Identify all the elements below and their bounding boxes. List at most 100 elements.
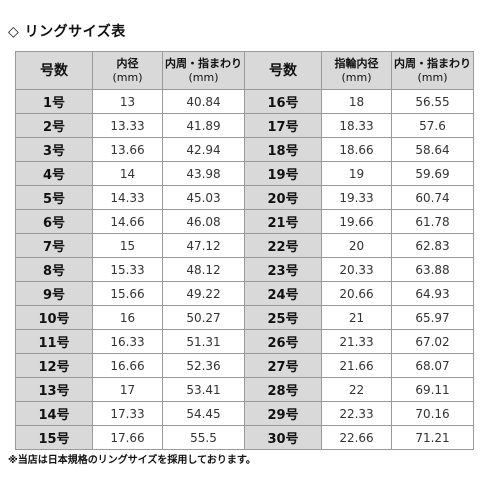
circumference-cell: 67.02 bbox=[391, 329, 474, 354]
header-circumference-right: 内周・指まわり (mm) bbox=[391, 51, 474, 90]
circumference-cell: 49.22 bbox=[162, 281, 245, 306]
header-circumference-label: 内周・指まわり bbox=[394, 56, 471, 70]
diameter-cell: 22.33 bbox=[321, 401, 392, 426]
circumference-cell: 61.78 bbox=[391, 209, 474, 234]
circumference-cell: 42.94 bbox=[162, 137, 245, 162]
header-circumference-label: 内周・指まわり bbox=[165, 56, 242, 70]
table-row: 6号 14.66 46.08 21号 19.66 61.78 bbox=[15, 209, 474, 234]
table-row: 13号 17 53.41 28号 22 69.11 bbox=[15, 377, 474, 402]
size-cell: 20号 bbox=[244, 185, 322, 210]
circumference-cell: 69.11 bbox=[391, 377, 474, 402]
diameter-cell: 20.33 bbox=[321, 257, 392, 282]
diameter-cell: 13 bbox=[92, 89, 163, 114]
table-row: 5号 14.33 45.03 20号 19.33 60.74 bbox=[15, 185, 474, 210]
table-row: 15号 17.66 55.5 30号 22.66 71.21 bbox=[15, 425, 474, 450]
table-row: 11号 16.33 51.31 26号 21.33 67.02 bbox=[15, 329, 474, 354]
circumference-cell: 54.45 bbox=[162, 401, 245, 426]
circumference-cell: 63.88 bbox=[391, 257, 474, 282]
table-row: 12号 16.66 52.36 27号 21.66 68.07 bbox=[15, 353, 474, 378]
size-cell: 7号 bbox=[15, 233, 93, 258]
size-cell: 4号 bbox=[15, 161, 93, 186]
size-cell: 27号 bbox=[244, 353, 322, 378]
table-row: 7号 15 47.12 22号 20 62.83 bbox=[15, 233, 474, 258]
size-cell: 30号 bbox=[244, 425, 322, 450]
size-cell: 3号 bbox=[15, 137, 93, 162]
circumference-cell: 51.31 bbox=[162, 329, 245, 354]
header-inner-diameter-right: 指輪内径 (mm) bbox=[321, 51, 392, 90]
table-row: 9号 15.66 49.22 24号 20.66 64.93 bbox=[15, 281, 474, 306]
size-cell: 17号 bbox=[244, 113, 322, 138]
size-cell: 14号 bbox=[15, 401, 93, 426]
diameter-cell: 19.66 bbox=[321, 209, 392, 234]
circumference-cell: 59.69 bbox=[391, 161, 474, 186]
table-row: 2号 13.33 41.89 17号 18.33 57.6 bbox=[15, 113, 474, 138]
size-cell: 24号 bbox=[244, 281, 322, 306]
header-inner-diameter-label: 内径 bbox=[116, 56, 139, 70]
circumference-cell: 47.12 bbox=[162, 233, 245, 258]
size-cell: 12号 bbox=[15, 353, 93, 378]
table-row: 1号 13 40.84 16号 18 56.55 bbox=[15, 89, 474, 114]
circumference-cell: 41.89 bbox=[162, 113, 245, 138]
table-header-row: 号数 内径 (mm) 内周・指まわり (mm) 号数 指輪内径 (mm) 内周・… bbox=[15, 51, 474, 90]
circumference-cell: 62.83 bbox=[391, 233, 474, 258]
size-cell: 5号 bbox=[15, 185, 93, 210]
circumference-cell: 43.98 bbox=[162, 161, 245, 186]
diameter-cell: 15.33 bbox=[92, 257, 163, 282]
page-title: ◇ リングサイズ表 bbox=[8, 24, 126, 40]
size-cell: 13号 bbox=[15, 377, 93, 402]
size-cell: 22号 bbox=[244, 233, 322, 258]
table-body: 1号 13 40.84 16号 18 56.55 2号 13.33 41.89 17号 18.33 5… bbox=[15, 89, 474, 450]
table-row: 10号 16 50.27 25号 21 65.97 bbox=[15, 305, 474, 330]
circumference-cell: 46.08 bbox=[162, 209, 245, 234]
circumference-cell: 40.84 bbox=[162, 89, 245, 114]
table-row: 14号 17.33 54.45 29号 22.33 70.16 bbox=[15, 401, 474, 426]
header-unit: (mm) bbox=[112, 70, 143, 84]
header-unit: (mm) bbox=[188, 70, 219, 84]
size-cell: 2号 bbox=[15, 113, 93, 138]
diameter-cell: 14.33 bbox=[92, 185, 163, 210]
size-cell: 8号 bbox=[15, 257, 93, 282]
diameter-cell: 22.66 bbox=[321, 425, 392, 450]
diameter-cell: 13.66 bbox=[92, 137, 163, 162]
circumference-cell: 60.74 bbox=[391, 185, 474, 210]
diameter-cell: 21 bbox=[321, 305, 392, 330]
size-cell: 1号 bbox=[15, 89, 93, 114]
size-cell: 29号 bbox=[244, 401, 322, 426]
diameter-cell: 14.66 bbox=[92, 209, 163, 234]
header-inner-diameter: 内径 (mm) bbox=[92, 51, 163, 90]
diameter-cell: 17 bbox=[92, 377, 163, 402]
circumference-cell: 64.93 bbox=[391, 281, 474, 306]
diameter-cell: 18.66 bbox=[321, 137, 392, 162]
header-size: 号数 bbox=[15, 51, 93, 90]
diameter-cell: 14 bbox=[92, 161, 163, 186]
ring-size-table: 号数 内径 (mm) 内周・指まわり (mm) 号数 指輪内径 (mm) 内周・… bbox=[15, 51, 474, 450]
diameter-cell: 18 bbox=[321, 89, 392, 114]
footnote: ※当店は日本規格のリングサイズを採用しております。 bbox=[8, 455, 256, 466]
size-cell: 16号 bbox=[244, 89, 322, 114]
size-cell: 15号 bbox=[15, 425, 93, 450]
circumference-cell: 70.16 bbox=[391, 401, 474, 426]
size-cell: 18号 bbox=[244, 137, 322, 162]
circumference-cell: 52.36 bbox=[162, 353, 245, 378]
size-cell: 21号 bbox=[244, 209, 322, 234]
header-circumference: 内周・指まわり (mm) bbox=[162, 51, 245, 90]
size-cell: 10号 bbox=[15, 305, 93, 330]
diameter-cell: 13.33 bbox=[92, 113, 163, 138]
circumference-cell: 55.5 bbox=[162, 425, 245, 450]
diameter-cell: 17.33 bbox=[92, 401, 163, 426]
circumference-cell: 71.21 bbox=[391, 425, 474, 450]
diameter-cell: 15 bbox=[92, 233, 163, 258]
diameter-cell: 20 bbox=[321, 233, 392, 258]
diameter-cell: 17.66 bbox=[92, 425, 163, 450]
diameter-cell: 19 bbox=[321, 161, 392, 186]
header-inner-diameter-alt-label: 指輪内径 bbox=[334, 56, 379, 70]
diameter-cell: 16 bbox=[92, 305, 163, 330]
size-cell: 28号 bbox=[244, 377, 322, 402]
size-cell: 11号 bbox=[15, 329, 93, 354]
header-unit: (mm) bbox=[341, 70, 372, 84]
circumference-cell: 65.97 bbox=[391, 305, 474, 330]
size-cell: 23号 bbox=[244, 257, 322, 282]
circumference-cell: 58.64 bbox=[391, 137, 474, 162]
diameter-cell: 19.33 bbox=[321, 185, 392, 210]
size-cell: 9号 bbox=[15, 281, 93, 306]
